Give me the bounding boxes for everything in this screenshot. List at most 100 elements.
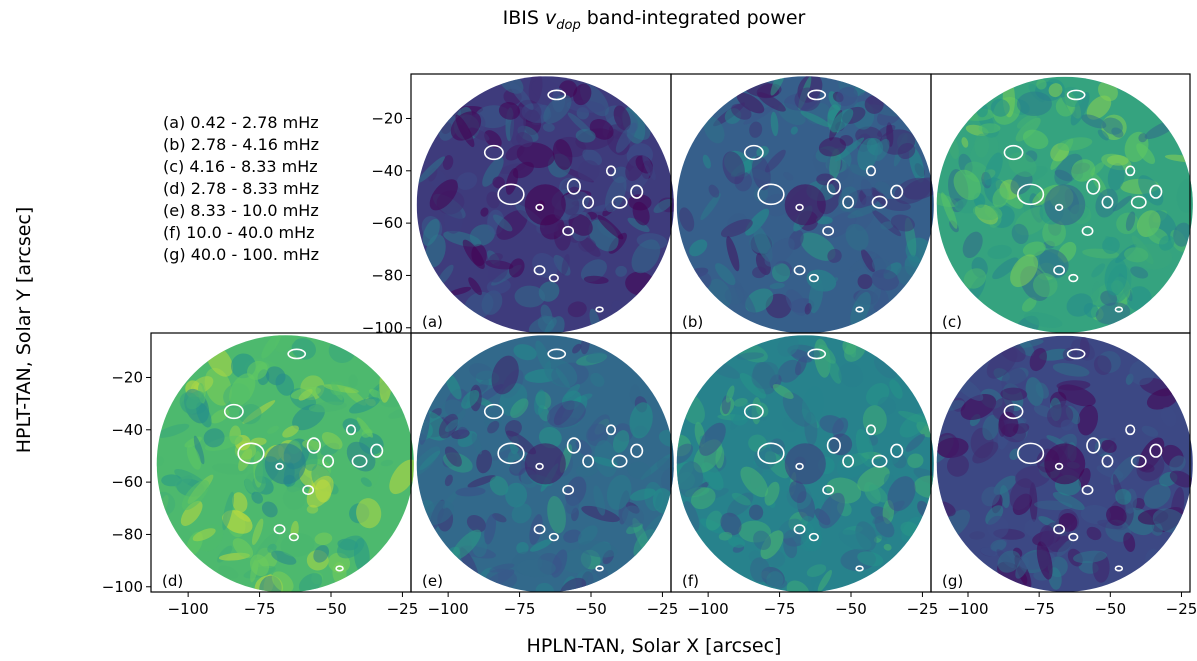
contour-f-11 bbox=[795, 462, 804, 471]
contour-f-9 bbox=[807, 348, 827, 360]
contour-b-3 bbox=[842, 195, 855, 209]
x-tick-label: −25 bbox=[387, 600, 419, 618]
contour-b-2 bbox=[826, 178, 841, 195]
contour-c-12 bbox=[1114, 306, 1124, 313]
contour-e-2 bbox=[566, 437, 581, 454]
contour-a-3 bbox=[582, 195, 595, 209]
band-legend-c: (c) 4.16 - 8.33 mHz bbox=[163, 157, 318, 176]
contour-g-3 bbox=[1101, 454, 1114, 468]
contour-a-10 bbox=[605, 165, 617, 177]
y-tick-label: −40 bbox=[111, 421, 143, 439]
contour-d-6 bbox=[302, 484, 315, 496]
panel-label: (c) bbox=[942, 313, 962, 331]
contour-a-7 bbox=[533, 265, 546, 276]
contour-a-11 bbox=[535, 203, 544, 212]
contour-f-6 bbox=[822, 484, 835, 496]
contour-e-4 bbox=[611, 454, 628, 468]
contour-b-9 bbox=[807, 89, 827, 101]
y-tick-label: −80 bbox=[111, 525, 143, 543]
panel-label: (d) bbox=[162, 572, 183, 590]
contour-a-9 bbox=[547, 89, 567, 101]
band-legend-e: (e) 8.33 - 10.0 mHz bbox=[163, 201, 319, 220]
contour-f-10 bbox=[865, 424, 877, 436]
contour-b-1 bbox=[743, 144, 764, 161]
contour-c-1 bbox=[1003, 144, 1024, 161]
contour-c-11 bbox=[1054, 203, 1064, 212]
y-tick-label: −60 bbox=[111, 473, 143, 491]
x-tick-label: −75 bbox=[1023, 600, 1055, 618]
contour-a-12 bbox=[595, 306, 604, 313]
contour-d-1 bbox=[223, 403, 244, 420]
contour-b-5 bbox=[890, 184, 904, 199]
panel-grid: (a) (b) (c) (d) (e) (f) (g) bbox=[156, 76, 1193, 593]
contour-f-0 bbox=[757, 442, 785, 465]
contour-c-7 bbox=[1053, 265, 1066, 276]
contour-c-10 bbox=[1125, 165, 1136, 177]
x-tick-label: −50 bbox=[315, 600, 347, 618]
contour-e-7 bbox=[533, 524, 546, 535]
contour-g-4 bbox=[1130, 454, 1147, 468]
contour-b-0 bbox=[757, 183, 785, 206]
contour-e-10 bbox=[605, 424, 617, 436]
y-tick-label: −80 bbox=[371, 266, 403, 284]
panel-label: (g) bbox=[942, 572, 963, 590]
x-tick-label: −25 bbox=[647, 600, 679, 618]
contour-a-4 bbox=[611, 195, 628, 209]
contour-c-4 bbox=[1130, 195, 1147, 209]
x-tick-label: −100 bbox=[947, 600, 988, 618]
y-tick-label: −40 bbox=[371, 162, 403, 180]
contour-e-11 bbox=[535, 462, 544, 471]
contour-f-7 bbox=[793, 524, 806, 535]
contour-a-8 bbox=[548, 273, 559, 283]
contour-c-3 bbox=[1101, 195, 1114, 209]
contour-c-5 bbox=[1149, 184, 1163, 199]
contour-f-13 bbox=[900, 549, 911, 557]
contour-e-8 bbox=[548, 532, 559, 542]
heatmap-panel-d: (d) bbox=[156, 335, 414, 593]
contour-g-0 bbox=[1017, 442, 1045, 465]
contour-d-8 bbox=[288, 532, 299, 542]
band-legend-g: (g) 40.0 - 100. mHz bbox=[163, 245, 319, 264]
contour-b-10 bbox=[865, 165, 877, 177]
contour-g-2 bbox=[1086, 437, 1101, 454]
contour-a-13 bbox=[640, 290, 651, 298]
contour-d-3 bbox=[322, 454, 335, 468]
band-legend-a: (a) 0.42 - 2.78 mHz bbox=[163, 113, 319, 132]
contour-f-8 bbox=[808, 532, 819, 542]
contour-c-2 bbox=[1086, 178, 1101, 195]
panel-label: (b) bbox=[682, 313, 703, 331]
contour-d-4 bbox=[351, 454, 368, 468]
x-tick-label: −50 bbox=[1094, 600, 1126, 618]
contour-f-2 bbox=[826, 437, 841, 454]
contour-e-5 bbox=[630, 443, 644, 458]
contour-c-9 bbox=[1066, 89, 1086, 101]
contour-f-4 bbox=[871, 454, 888, 468]
contour-d-5 bbox=[370, 443, 384, 458]
contour-d-9 bbox=[287, 348, 307, 360]
x-tick-label: −50 bbox=[575, 600, 607, 618]
band-legend-b: (b) 2.78 - 4.16 mHz bbox=[163, 135, 319, 154]
band-legend-d: (d) 2.78 - 8.33 mHz bbox=[163, 179, 319, 198]
contour-d-10 bbox=[345, 424, 357, 436]
contour-e-0 bbox=[497, 442, 525, 465]
contour-d-13 bbox=[380, 549, 391, 557]
contour-c-6 bbox=[1081, 225, 1094, 237]
contour-b-11 bbox=[795, 203, 804, 212]
contour-g-12 bbox=[1114, 565, 1124, 572]
heatmap-panel-b: (b) bbox=[676, 76, 934, 334]
y-tick-label: −100 bbox=[362, 319, 403, 337]
contour-b-7 bbox=[793, 265, 806, 276]
x-tick-label: −100 bbox=[168, 600, 209, 618]
contour-d-7 bbox=[273, 524, 286, 535]
contour-d-2 bbox=[306, 437, 321, 454]
contour-e-13 bbox=[640, 549, 651, 557]
contour-c-8 bbox=[1068, 273, 1079, 283]
x-tick-label: −75 bbox=[244, 600, 276, 618]
heatmap-panel-e: (e) bbox=[416, 335, 674, 593]
contour-b-13 bbox=[900, 290, 911, 298]
contour-a-2 bbox=[566, 178, 581, 195]
y-axis-title: HPLT-TAN, Solar Y [arcsec] bbox=[13, 207, 35, 454]
panel-label: (e) bbox=[422, 572, 443, 590]
panel-frames bbox=[150, 73, 1191, 593]
